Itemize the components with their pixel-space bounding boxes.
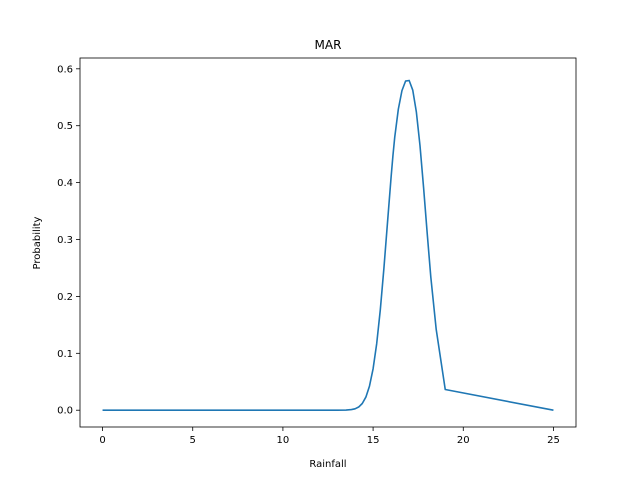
y-tick-label: 0.5 <box>57 121 73 132</box>
y-tick-label: 0.1 <box>57 349 73 360</box>
plot-area: 0 5 10 15 20 25 0.0 0.1 0.2 0.3 0.4 0.5 0.6 <box>57 57 577 446</box>
x-tick-label: 15 <box>367 435 380 446</box>
y-tick-label: 0.4 <box>57 178 73 189</box>
x-tick-label: 5 <box>190 435 196 446</box>
y-tick-label: 0.2 <box>57 292 73 303</box>
y-tick-label: 0.3 <box>57 235 73 246</box>
x-tick-label: 0 <box>99 435 105 446</box>
chart-title: MAR <box>315 38 342 52</box>
series-line <box>102 79 554 412</box>
x-tick-label: 10 <box>277 435 290 446</box>
y-tick-label: 0.6 <box>57 64 73 75</box>
x-axis-title: Rainfall <box>309 459 346 470</box>
x-tick-label: 20 <box>457 435 470 446</box>
y-tick-label: 0.0 <box>57 406 73 417</box>
x-tick-label: 25 <box>547 435 560 446</box>
axes-frame <box>79 57 577 428</box>
y-axis-title: Probability <box>32 216 43 269</box>
